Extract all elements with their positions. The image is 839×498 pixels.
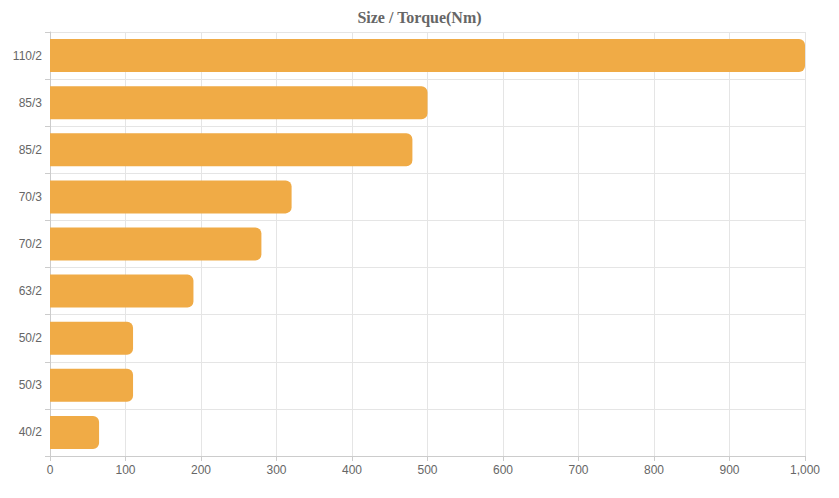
- svg-text:300: 300: [266, 463, 286, 477]
- svg-text:110/2: 110/2: [13, 49, 42, 63]
- svg-text:70/3: 70/3: [19, 190, 43, 204]
- svg-text:200: 200: [191, 463, 211, 477]
- svg-text:500: 500: [417, 463, 437, 477]
- svg-text:600: 600: [493, 463, 513, 477]
- svg-text:50/2: 50/2: [19, 331, 43, 345]
- svg-text:85/2: 85/2: [19, 143, 43, 157]
- svg-text:900: 900: [719, 463, 739, 477]
- svg-text:800: 800: [644, 463, 664, 477]
- svg-text:70/2: 70/2: [19, 237, 43, 251]
- svg-text:40/2: 40/2: [19, 425, 43, 439]
- svg-text:Size / Torque(Nm): Size / Torque(Nm): [357, 9, 481, 27]
- svg-text:1,000: 1,000: [790, 463, 820, 477]
- svg-text:100: 100: [115, 463, 135, 477]
- svg-text:85/3: 85/3: [19, 96, 43, 110]
- svg-text:700: 700: [568, 463, 588, 477]
- svg-text:400: 400: [342, 463, 362, 477]
- svg-text:63/2: 63/2: [19, 284, 43, 298]
- svg-text:0: 0: [47, 463, 54, 477]
- svg-text:50/3: 50/3: [19, 378, 43, 392]
